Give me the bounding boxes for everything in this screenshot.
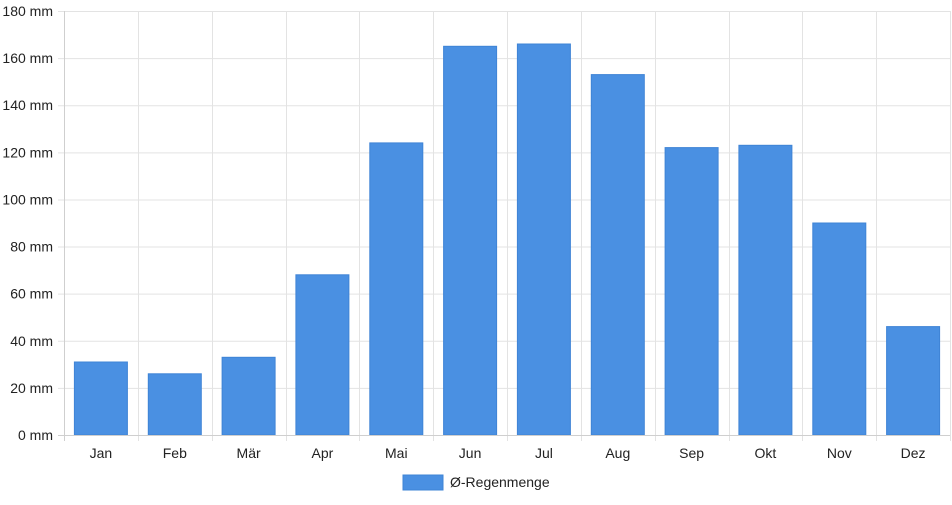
x-tick-label: Apr	[312, 445, 334, 461]
y-tick-label: 140 mm	[2, 97, 53, 113]
legend[interactable]: Ø-Regenmenge	[402, 474, 550, 491]
y-tick-label: 20 mm	[10, 380, 53, 396]
y-tick-label: 100 mm	[2, 191, 53, 207]
y-tick-label: 160 mm	[2, 50, 53, 66]
y-tick-label: 180 mm	[2, 3, 53, 19]
bar-nov[interactable]	[812, 222, 867, 436]
y-tick-label: 80 mm	[10, 239, 53, 255]
y-tick-label: 40 mm	[10, 333, 53, 349]
bar-apr[interactable]	[295, 274, 350, 436]
y-tick-label: 120 mm	[2, 144, 53, 160]
x-tick-label: Okt	[755, 445, 777, 461]
bar-feb[interactable]	[147, 373, 202, 436]
x-tick-label: Jan	[90, 445, 113, 461]
x-tick-label: Jul	[535, 445, 553, 461]
x-tick-label: Mai	[385, 445, 408, 461]
bar-jan[interactable]	[73, 361, 128, 436]
bar-jun[interactable]	[443, 45, 498, 436]
x-tick-label: Jun	[459, 445, 482, 461]
bar-aug[interactable]	[590, 74, 645, 436]
legend-swatch[interactable]	[402, 474, 444, 491]
x-tick-label: Sep	[679, 445, 704, 461]
bar-mär[interactable]	[221, 356, 276, 436]
bar-okt[interactable]	[738, 144, 793, 436]
legend-label[interactable]: Ø-Regenmenge	[450, 474, 550, 490]
bar-dez[interactable]	[886, 326, 941, 436]
x-tick-label: Mär	[237, 445, 261, 461]
x-tick-label: Aug	[605, 445, 630, 461]
bars-layer	[73, 43, 941, 436]
y-tick-label: 0 mm	[18, 427, 53, 443]
bar-jul[interactable]	[516, 43, 571, 436]
axis-layer: 0 mm 20 mm 40 mm 60 mm 80 mm 100 mm 120 mm 140 …	[2, 3, 950, 461]
x-tick-label: Feb	[163, 445, 187, 461]
x-tick-label: Dez	[901, 445, 926, 461]
x-tick-label: Nov	[827, 445, 852, 461]
bar-sep[interactable]	[664, 147, 719, 436]
bar-mai[interactable]	[369, 142, 424, 436]
y-tick-label: 60 mm	[10, 286, 53, 302]
